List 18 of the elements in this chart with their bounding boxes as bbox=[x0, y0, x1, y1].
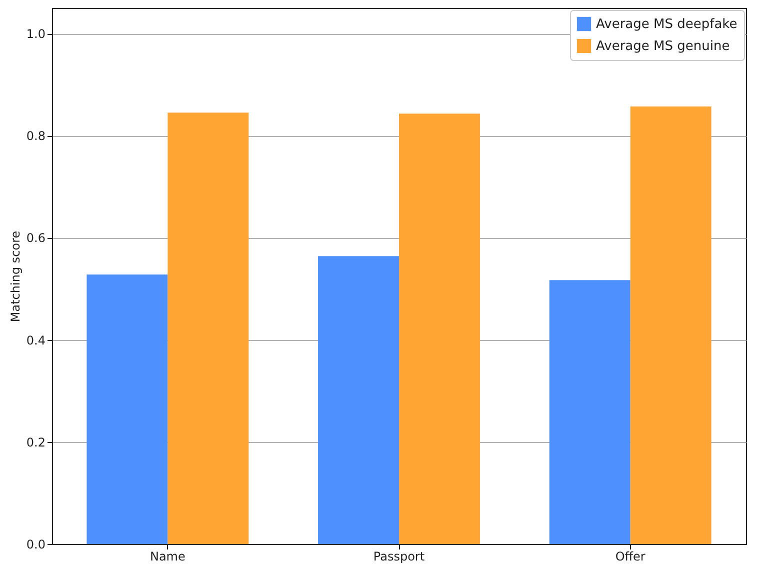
bar bbox=[168, 112, 249, 544]
y-tick-label: 0.2 bbox=[26, 435, 46, 450]
legend-label: Average MS genuine bbox=[596, 39, 730, 54]
y-tick-label: 0.0 bbox=[26, 538, 46, 552]
bar bbox=[318, 256, 399, 544]
bar bbox=[549, 280, 630, 544]
y-tick-label: 0.6 bbox=[26, 231, 46, 246]
bar bbox=[630, 106, 712, 544]
bar bbox=[86, 274, 168, 544]
y-axis-title: Matching score bbox=[8, 230, 22, 322]
y-tick-label: 0.8 bbox=[26, 129, 46, 144]
x-tick-label: Offer bbox=[615, 550, 646, 564]
x-tick-label: Name bbox=[150, 550, 186, 564]
bar bbox=[399, 114, 480, 544]
y-tick-label: 1.0 bbox=[26, 27, 46, 42]
y-tick-label: 0.4 bbox=[26, 333, 46, 348]
legend-label: Average MS deepfake bbox=[596, 17, 738, 32]
x-tick-label: Passport bbox=[373, 550, 425, 564]
